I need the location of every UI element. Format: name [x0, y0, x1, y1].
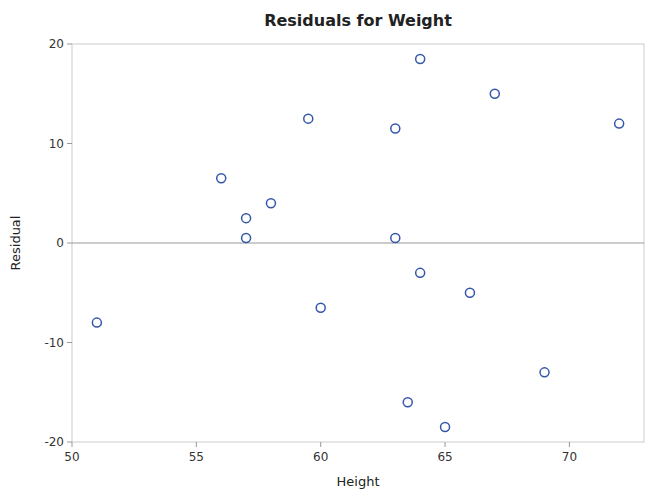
- point: [540, 368, 549, 377]
- y-tick-label: -20: [44, 435, 64, 449]
- x-tick: [445, 442, 446, 447]
- y-tick: [67, 44, 72, 45]
- x-tick: [320, 442, 321, 447]
- chart-svg: 50 55 60 65 70 -20 -10 0 10 20 Residuals for Weigh…: [0, 0, 666, 500]
- x-axis: 50 55 60 65 70: [64, 442, 577, 464]
- y-axis-label: Residual: [8, 216, 23, 271]
- y-tick: [67, 442, 72, 443]
- x-tick: [569, 442, 570, 447]
- x-tick: [72, 442, 73, 447]
- x-tick-label: 55: [189, 450, 204, 464]
- x-axis-label: Height: [337, 474, 380, 489]
- x-tick: [196, 442, 197, 447]
- point: [403, 398, 412, 407]
- y-tick-label: 20: [49, 37, 64, 51]
- x-tick-label: 70: [562, 450, 577, 464]
- y-tick-label: -10: [44, 336, 64, 350]
- reference-line: [72, 243, 644, 244]
- point: [490, 89, 499, 98]
- point: [416, 54, 425, 63]
- point: [266, 199, 275, 208]
- point: [391, 124, 400, 133]
- point: [217, 174, 226, 183]
- x-tick-label: 60: [313, 450, 328, 464]
- point: [92, 318, 101, 327]
- point: [242, 214, 251, 223]
- x-tick-label: 65: [437, 450, 452, 464]
- point: [615, 119, 624, 128]
- y-tick: [67, 342, 72, 343]
- y-tick-label: 0: [56, 236, 64, 250]
- y-tick: [67, 143, 72, 144]
- point: [391, 234, 400, 243]
- point: [441, 423, 450, 432]
- point: [316, 303, 325, 312]
- y-axis: -20 -10 0 10 20: [44, 37, 72, 449]
- plot-area: [72, 54, 644, 431]
- y-tick: [67, 243, 72, 244]
- point: [465, 288, 474, 297]
- x-tick-label: 50: [64, 450, 79, 464]
- chart-container: 50 55 60 65 70 -20 -10 0 10 20 Residuals for Weigh…: [0, 0, 666, 500]
- point: [416, 268, 425, 277]
- point: [242, 234, 251, 243]
- chart-title: Residuals for Weight: [264, 11, 452, 30]
- point: [304, 114, 313, 123]
- plot-frame: [72, 44, 644, 442]
- y-tick-label: 10: [49, 137, 64, 151]
